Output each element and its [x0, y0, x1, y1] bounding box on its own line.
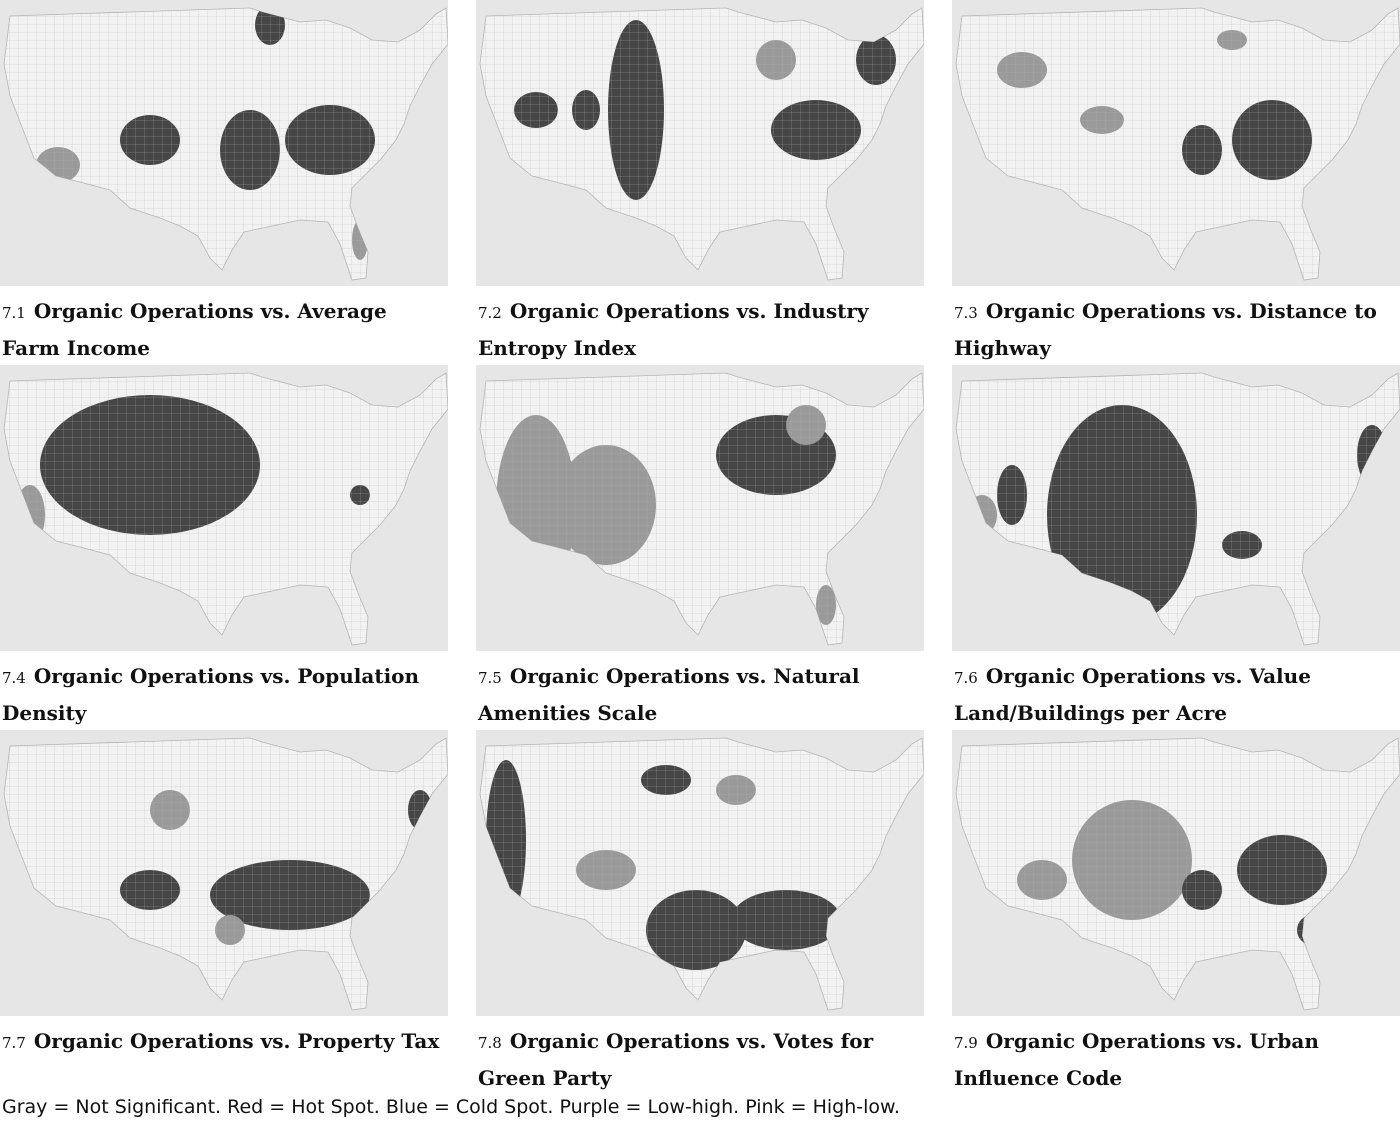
map-number: 7.2 — [478, 304, 502, 322]
cluster-layer — [480, 8, 924, 280]
map-7-7 — [0, 730, 448, 1016]
cluster-layer — [4, 8, 448, 280]
map-number: 7.4 — [2, 669, 26, 687]
cluster-layer — [4, 373, 448, 645]
cluster-layer — [956, 8, 1400, 280]
county-grid — [480, 373, 924, 645]
map-caption: 7.9 Organic Operations vs. Urban Influenc… — [952, 1024, 1400, 1096]
cluster-layer — [480, 373, 924, 645]
county-grid — [956, 738, 1400, 1010]
map-panel-7-4: 7.4 Organic Operations vs. Population Den… — [0, 365, 448, 731]
cluster-layer — [956, 738, 1400, 1010]
map-7-2 — [476, 0, 924, 286]
map-caption: 7.5 Organic Operations vs. Natural Amenit… — [476, 659, 924, 731]
map-title: Organic Operations vs. Industry Entropy … — [478, 299, 869, 360]
map-panel-7-6: 7.6 Organic Operations vs. Value Land/Bui… — [952, 365, 1400, 731]
map-number: 7.5 — [478, 669, 502, 687]
cluster-layer — [4, 738, 448, 1010]
map-title: Organic Operations vs. Urban Influence C… — [954, 1029, 1319, 1090]
map-number: 7.7 — [2, 1034, 26, 1052]
county-grid — [480, 738, 924, 1010]
map-number: 7.6 — [954, 669, 978, 687]
map-caption: 7.8 Organic Operations vs. Votes for Gree… — [476, 1024, 924, 1096]
map-7-3-svg — [955, 7, 1400, 281]
map-title: Organic Operations vs. Population Densit… — [2, 664, 420, 725]
map-panel-7-7: 7.7 Organic Operations vs. Property Tax — [0, 730, 448, 1061]
county-grid — [4, 738, 448, 1010]
map-caption: 7.4 Organic Operations vs. Population Den… — [0, 659, 448, 731]
map-7-7-svg — [3, 737, 448, 1011]
map-caption: 7.7 Organic Operations vs. Property Tax — [0, 1024, 448, 1061]
map-7-8-svg — [479, 737, 924, 1011]
county-grid — [956, 373, 1400, 645]
map-panel-7-2: 7.2 Organic Operations vs. Industry Entro… — [476, 0, 924, 366]
map-caption: 7.2 Organic Operations vs. Industry Entro… — [476, 294, 924, 366]
map-panel-7-8: 7.8 Organic Operations vs. Votes for Gree… — [476, 730, 924, 1096]
map-7-1 — [0, 0, 448, 286]
map-7-2-svg — [479, 7, 924, 281]
map-number: 7.1 — [2, 304, 26, 322]
county-grid — [4, 373, 448, 645]
map-title: Organic Operations vs. Property Tax — [33, 1029, 440, 1053]
map-7-9 — [952, 730, 1400, 1016]
map-7-3 — [952, 0, 1400, 286]
map-7-5-svg — [479, 372, 924, 646]
map-caption: 7.1 Organic Operations vs. Average Farm I… — [0, 294, 448, 366]
map-7-5 — [476, 365, 924, 651]
county-grid — [956, 8, 1400, 280]
map-7-8 — [476, 730, 924, 1016]
map-number: 7.8 — [478, 1034, 502, 1052]
map-7-4-svg — [3, 372, 448, 646]
map-number: 7.3 — [954, 304, 978, 322]
map-title: Organic Operations vs. Distance to Highw… — [954, 299, 1377, 360]
map-title: Organic Operations vs. Votes for Green P… — [478, 1029, 874, 1090]
map-caption: 7.6 Organic Operations vs. Value Land/Bui… — [952, 659, 1400, 731]
cluster-layer — [480, 738, 924, 1010]
map-7-4 — [0, 365, 448, 651]
county-grid — [4, 8, 448, 280]
cluster-layer — [956, 373, 1400, 645]
map-title: Organic Operations vs. Natural Amenities… — [478, 664, 860, 725]
map-panel-7-9: 7.9 Organic Operations vs. Urban Influenc… — [952, 730, 1400, 1096]
county-grid — [480, 8, 924, 280]
map-number: 7.9 — [954, 1034, 978, 1052]
map-title: Organic Operations vs. Value Land/Buildi… — [954, 664, 1311, 725]
map-7-9-svg — [955, 737, 1400, 1011]
map-caption: 7.3 Organic Operations vs. Distance to Hi… — [952, 294, 1400, 366]
map-7-1-svg — [3, 7, 448, 281]
map-7-6-svg — [955, 372, 1400, 646]
map-7-6 — [952, 365, 1400, 651]
map-panel-7-5: 7.5 Organic Operations vs. Natural Amenit… — [476, 365, 924, 731]
map-panel-7-3: 7.3 Organic Operations vs. Distance to Hi… — [952, 0, 1400, 366]
map-panel-7-1: 7.1 Organic Operations vs. Average Farm I… — [0, 0, 448, 366]
legend-text: Gray = Not Significant. Red = Hot Spot. … — [2, 1096, 900, 1118]
map-title: Organic Operations vs. Average Farm Inco… — [2, 299, 387, 360]
